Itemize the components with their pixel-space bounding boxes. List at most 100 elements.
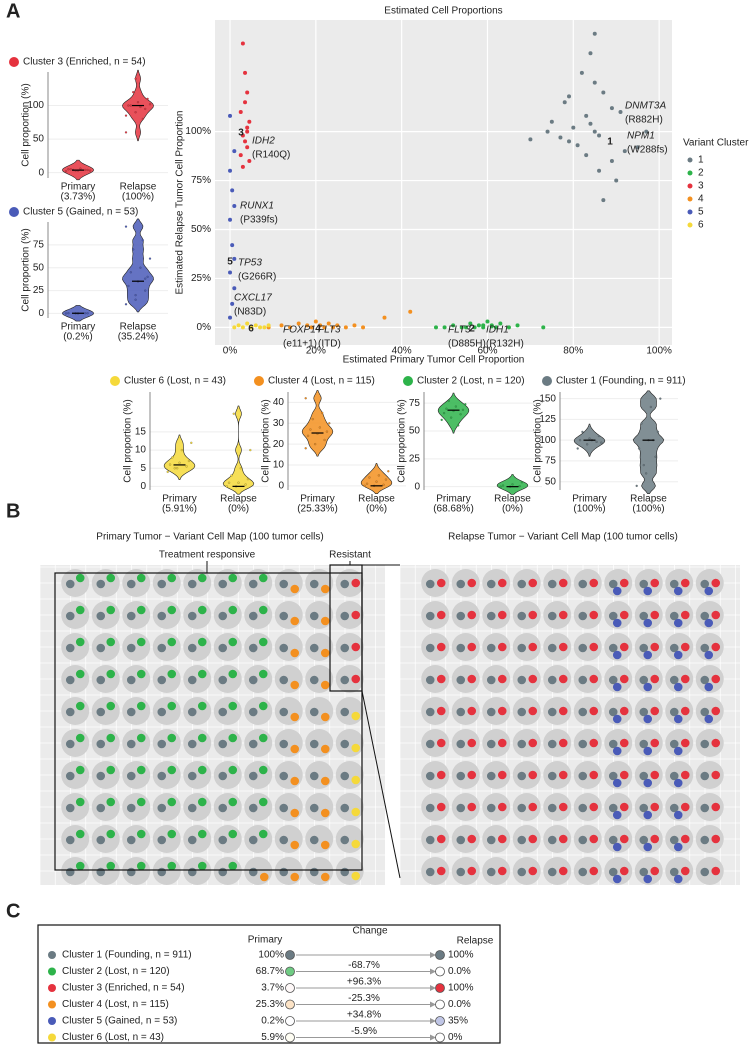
variant-dot xyxy=(75,733,85,743)
x-tick-label: 20% xyxy=(306,346,326,357)
variant-dot xyxy=(639,867,649,877)
legend-title: Variant Cluster xyxy=(683,138,749,149)
point xyxy=(387,470,390,473)
variant-dot xyxy=(578,739,588,749)
gene-label: IDH2 xyxy=(252,136,275,147)
cell xyxy=(183,857,212,885)
variant-dot xyxy=(157,739,167,749)
variant-dot xyxy=(167,733,177,743)
variant-dot xyxy=(619,738,629,748)
cell xyxy=(213,761,242,789)
variant-dot xyxy=(547,611,557,621)
point xyxy=(481,323,486,328)
variant-dot xyxy=(340,611,350,621)
variant-dot xyxy=(136,701,146,711)
cell xyxy=(543,697,572,725)
panel-label: B xyxy=(6,500,20,522)
point xyxy=(67,168,70,171)
legend-swatch xyxy=(687,183,693,189)
point xyxy=(464,325,469,330)
variant-dot xyxy=(320,872,330,882)
variant-dot xyxy=(436,706,446,716)
violin xyxy=(360,463,393,494)
variant-dot xyxy=(608,867,618,877)
cell xyxy=(543,569,572,597)
legend-label: 2 xyxy=(698,168,704,179)
variant-dot xyxy=(711,770,721,780)
arrow-head xyxy=(430,1018,436,1024)
y-tick-label: 50 xyxy=(33,262,45,273)
point xyxy=(144,289,147,292)
variant-dot xyxy=(126,771,136,781)
variant-dot xyxy=(608,803,618,813)
cell xyxy=(61,601,90,629)
variant-dot xyxy=(436,866,446,876)
x-axis-title: Estimated Primary Tumor Cell Proportion xyxy=(343,355,525,366)
cell xyxy=(665,825,694,853)
point xyxy=(377,474,380,477)
x-tick-label: Primary xyxy=(300,494,334,505)
variant-dot xyxy=(436,770,446,780)
primary-circle xyxy=(285,966,295,977)
variant-dot xyxy=(700,739,710,749)
cell xyxy=(482,793,511,821)
cell xyxy=(634,793,663,821)
point xyxy=(185,465,188,468)
cell xyxy=(421,825,450,853)
y-tick-label: 0 xyxy=(278,480,284,491)
cell xyxy=(274,825,303,853)
cell xyxy=(305,825,334,853)
x-tick-label: Primary xyxy=(61,322,95,333)
variant-dot xyxy=(673,842,683,852)
variant-dot xyxy=(75,765,85,775)
variant-dot xyxy=(680,770,690,780)
cluster-number: 1 xyxy=(607,137,613,148)
point xyxy=(637,447,641,450)
variant-dot xyxy=(126,739,136,749)
point xyxy=(592,31,597,36)
variant-dot xyxy=(228,669,238,679)
y-tick-label: 100 xyxy=(539,435,556,446)
variant-dot xyxy=(187,707,197,717)
mutation-label: (G266R) xyxy=(238,272,276,283)
variant-dot xyxy=(106,669,116,679)
cell xyxy=(665,793,694,821)
value-label: (0%) xyxy=(502,504,523,515)
inset-title: Cluster 2 (Lost, n = 120) xyxy=(417,376,525,387)
variant-dot xyxy=(673,810,683,820)
cell xyxy=(482,633,511,661)
y-tick-label: 50 xyxy=(409,426,421,437)
variant-dot xyxy=(704,650,714,660)
primary-value: 100% xyxy=(258,950,284,961)
variant-dot xyxy=(425,835,435,845)
variant-dot xyxy=(258,829,268,839)
y-tick-label: 50 xyxy=(545,476,557,487)
variant-dot xyxy=(608,707,618,717)
point xyxy=(247,119,252,124)
variant-dot xyxy=(578,803,588,813)
y-tick-label: 25% xyxy=(191,273,211,284)
cell xyxy=(421,761,450,789)
cell xyxy=(183,665,212,693)
variant-dot xyxy=(700,643,710,653)
x-tick-label: Relapse xyxy=(120,322,157,333)
variant-dot xyxy=(650,578,660,588)
variant-dot xyxy=(558,866,568,876)
point xyxy=(382,315,387,320)
variant-dot xyxy=(608,771,618,781)
map-label: Resistant xyxy=(329,550,371,561)
variant-dot xyxy=(436,642,446,652)
mutation-label: (D885H) xyxy=(448,339,486,350)
primary-value: 5.9% xyxy=(261,1032,284,1043)
cell xyxy=(573,633,602,661)
point xyxy=(361,325,366,330)
inset-title: Cluster 4 (Lost, n = 115) xyxy=(268,376,375,387)
variant-dot xyxy=(650,866,660,876)
variant-dot xyxy=(517,611,527,621)
y-tick-label: 75 xyxy=(33,239,45,250)
map-title: Relapse Tumor − Variant Cell Map (100 tu… xyxy=(448,532,678,543)
variant-dot xyxy=(711,642,721,652)
variant-dot xyxy=(320,616,330,626)
variant-dot xyxy=(517,707,527,717)
